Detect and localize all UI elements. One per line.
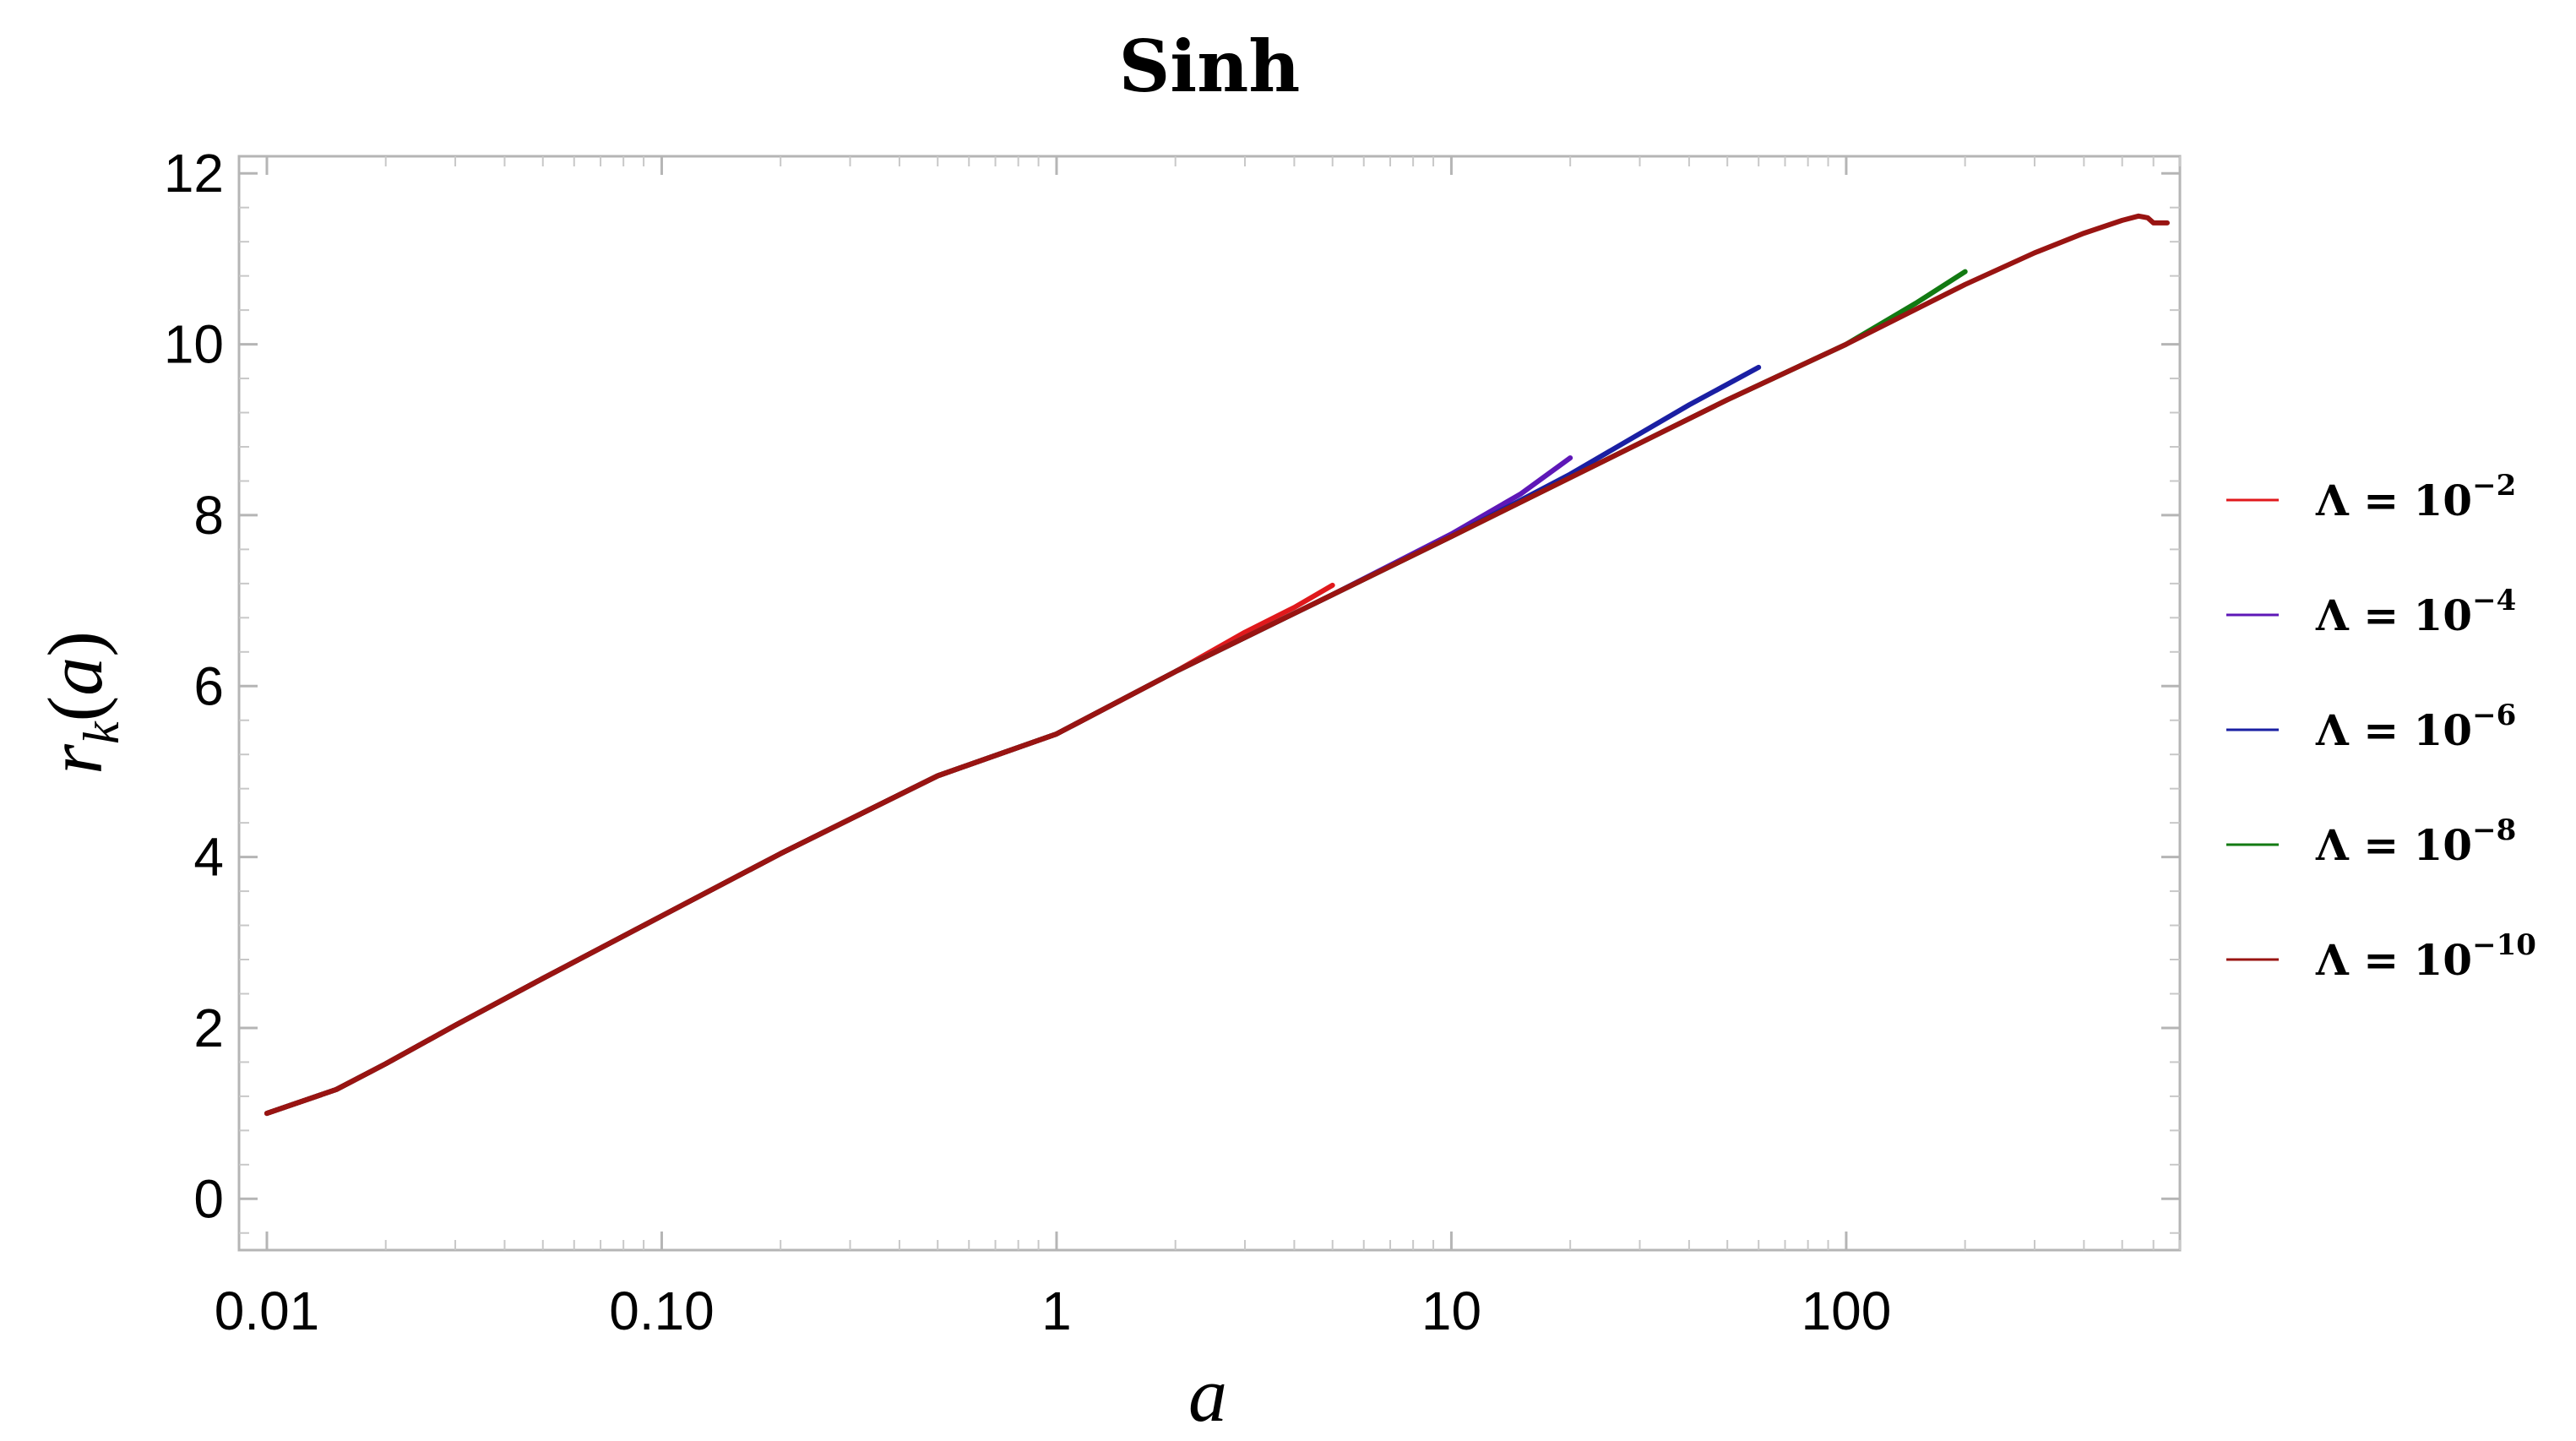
legend-label: Λ = 10−6 (2315, 699, 2516, 755)
minor-ticks (239, 156, 2181, 1250)
legend-item: Λ = 10−6 (2226, 699, 2516, 755)
legend-label: Λ = 10−2 (2315, 469, 2516, 525)
legend-label: Λ = 10−10 (2315, 928, 2536, 985)
x-tick-label: 0.10 (609, 1281, 715, 1341)
legend-item: Λ = 10−4 (2226, 584, 2516, 640)
x-axis-label-text: a (1188, 1351, 1227, 1438)
y-tick-label: 10 (164, 314, 224, 375)
y-tick-label: 0 (193, 1168, 224, 1229)
y-tick-label: 2 (193, 998, 224, 1058)
plot-frame (237, 155, 2182, 1252)
y-axis-label-text: rk(a) (32, 631, 129, 775)
legend-item: Λ = 10−10 (2226, 928, 2536, 985)
x-tick-label: 100 (1802, 1281, 1892, 1341)
y-axis-ticks: 0 2 4 6 8 10 12 (164, 143, 2180, 1229)
x-tick-label: 0.01 (215, 1281, 320, 1341)
chart-title: Sinh (1119, 24, 1301, 108)
y-tick-label: 8 (193, 485, 224, 546)
y-tick-label: 12 (164, 143, 224, 204)
y-axis-label: rk(a) (32, 631, 129, 775)
series-line-1 (264, 582, 1335, 1117)
series-layer (264, 213, 2170, 1117)
x-tick-label: 1 (1041, 1281, 1072, 1341)
x-tick-label: 10 (1421, 1281, 1481, 1341)
legend-label: Λ = 10−4 (2315, 584, 2516, 640)
legend: Λ = 10−2 Λ = 10−4 Λ = 10−6 Λ = 10−8 Λ = 10−1… (2226, 469, 2536, 985)
series-line-3 (264, 364, 1762, 1117)
x-axis-label: a (1188, 1351, 1227, 1438)
legend-item: Λ = 10−2 (2226, 469, 2516, 525)
legend-item: Λ = 10−8 (2226, 813, 2516, 870)
series-line-5 (264, 213, 2170, 1117)
x-axis-ticks: 0.01 0.10 1 10 100 (215, 156, 1892, 1341)
series-line-overlap (264, 669, 1178, 1117)
y-tick-label: 4 (193, 827, 224, 888)
y-tick-label: 6 (193, 655, 224, 716)
legend-label: Λ = 10−8 (2315, 813, 2516, 870)
y-axis-label-subscript: k (73, 720, 129, 744)
